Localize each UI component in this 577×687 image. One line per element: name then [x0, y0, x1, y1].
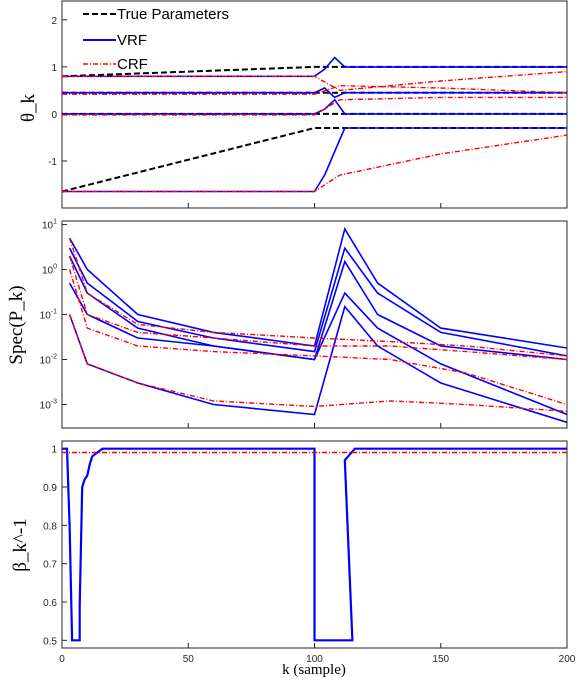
vrf-line [62, 447, 567, 642]
beta-y-axis-label: β_k^-1 [10, 518, 31, 571]
y-tick-label: 101 [42, 219, 57, 232]
vrf-line [68, 246, 567, 357]
x-axis-label: k (sample) [282, 662, 346, 678]
y-tick-label: 0.7 [43, 560, 57, 571]
crf-line [62, 96, 567, 116]
y-tick-label: 0.5 [43, 636, 57, 647]
vrf-line [62, 98, 567, 115]
x-tick-label: 50 [183, 654, 195, 665]
y-tick-label: 1 [51, 63, 57, 74]
y-tick-label: 0.6 [43, 598, 57, 609]
x-tick-label: 0 [59, 654, 65, 665]
crf-line [62, 84, 567, 95]
crf-line [68, 237, 567, 357]
vrf-line [68, 282, 567, 416]
y-tick-label: 0.8 [43, 521, 57, 532]
beta-panel: 0 50 100 150 200 0.5 0.6 0.7 0.8 0.9 1 β_k^-1 k (s… [10, 440, 576, 678]
crf-line [62, 70, 567, 92]
y-tick-label: 10-3 [40, 398, 57, 411]
y-tick-label: -1 [48, 157, 57, 168]
y-tick-label: 1 [51, 445, 57, 456]
legend: True Parameters VRF CRF [83, 6, 229, 73]
y-tick-label: 2 [51, 16, 57, 27]
x-tick-label: 200 [559, 654, 576, 665]
spec-y-axis-label: Spec(P_k) [6, 285, 27, 364]
legend-crf-label: CRF [117, 56, 148, 73]
x-tick-label: 150 [432, 654, 449, 665]
crf-line [68, 269, 567, 406]
y-tick-label: 0.9 [43, 483, 57, 494]
x-tick-label: 100 [306, 654, 323, 665]
crf-line [62, 134, 567, 193]
theta-panel: -1 0 1 2 θ_k True Parameters VRF CRF [18, 0, 568, 209]
legend-true-label: True Parameters [117, 6, 229, 23]
y-tick-label: 10-2 [40, 354, 57, 367]
spec-panel: 10-3 10-2 10-1 100 101 Spec(P_k) [6, 219, 568, 429]
crf-line [68, 314, 567, 413]
crf-line [68, 255, 567, 361]
y-tick-label: 10-1 [40, 309, 57, 322]
vrf-line [62, 87, 567, 99]
true-parameters-line [62, 65, 567, 78]
theta-y-axis-label: θ_k [18, 93, 39, 122]
y-tick-label: 100 [42, 264, 57, 277]
legend-vrf-label: VRF [117, 32, 147, 49]
y-tick-label: 0 [51, 110, 57, 121]
